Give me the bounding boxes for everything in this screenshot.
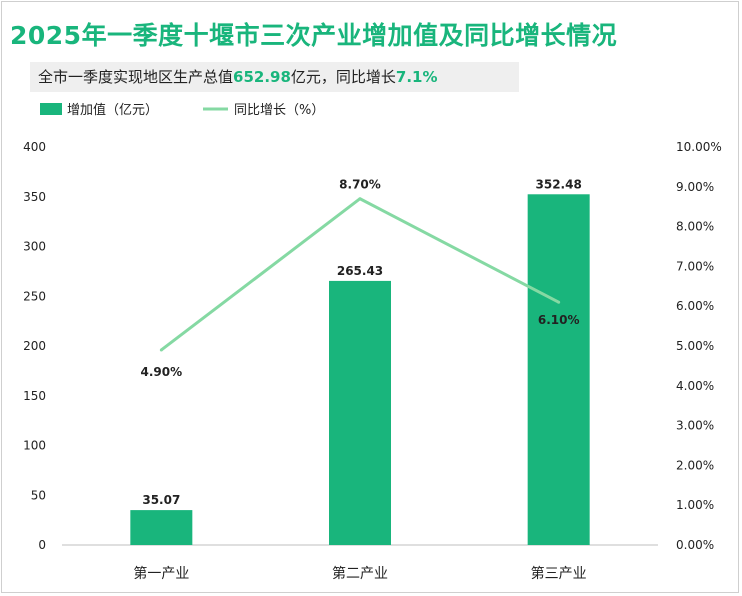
y-right-tick-label: 10.00% [676,140,722,154]
subtitle-prefix: 全市一季度实现地区生产总值 [38,68,234,86]
bar-data-label: 352.48 [536,177,582,191]
y-axis-right: 0.00% 1.00% 2.00% 3.00% 4.00% 5.00% 6.00% 7.00%… [676,140,722,552]
line-data-label: 6.10% [538,313,580,327]
subtitle-box: 全市一季度实现地区生产总值652.98亿元，同比增长7.1% [30,62,519,92]
legend-bar-swatch [40,103,62,115]
line-point [557,300,561,304]
y-right-tick-label: 0.00% [676,538,714,552]
bar [329,280,391,545]
bar [130,510,193,545]
y-axis-left: 0 50 100 150 200 250 300 350 400 [23,140,46,552]
y-left-tick-label: 150 [23,389,46,403]
line-data-label: 8.70% [339,178,381,192]
line-point [358,197,362,201]
y-right-tick-label: 8.00% [676,220,714,234]
line-data-label: 4.90% [141,365,183,379]
subtitle-growth-value: 7.1% [395,68,438,86]
y-left-tick-label: 0 [38,538,46,552]
y-right-tick-label: 1.00% [676,498,714,512]
legend: 增加值（亿元） 同比增长（%） [40,102,324,118]
subtitle: 全市一季度实现地区生产总值652.98亿元，同比增长7.1% [38,66,438,87]
subtitle-gdp-value: 652.98 [233,68,291,86]
x-axis-categories: 第一产业 第二产业 第三产业 [133,565,586,582]
bar [527,194,590,545]
y-right-tick-label: 2.00% [676,458,714,472]
y-left-tick-label: 50 [31,488,46,502]
y-left-tick-label: 400 [23,140,46,154]
y-left-tick-label: 350 [23,190,46,204]
y-left-tick-label: 200 [23,339,46,353]
bar-series: 35.07 265.43 352.48 [130,177,590,545]
x-category-label: 第三产业 [531,565,587,582]
y-right-tick-label: 4.00% [676,379,714,393]
y-left-tick-label: 100 [23,439,46,453]
x-category-label: 第一产业 [133,565,189,582]
y-right-tick-label: 3.00% [676,419,714,433]
legend-line-label: 同比增长（%） [234,103,324,118]
bar-data-label: 265.43 [337,264,383,278]
line-series: 4.90% 8.70% 6.10% [141,178,580,379]
y-left-tick-label: 250 [23,289,46,303]
y-right-tick-label: 6.00% [676,299,714,313]
line-point [159,348,163,352]
y-left-tick-label: 300 [23,240,46,254]
x-category-label: 第二产业 [332,565,388,582]
legend-bar-label: 增加值（亿元） [67,102,158,118]
subtitle-unit: 亿元，同比增长 [290,68,396,86]
y-right-tick-label: 5.00% [676,339,714,353]
bar-data-label: 35.07 [142,493,180,507]
chart-title: 2025年一季度十堰市三次产业增加值及同比增长情况 [10,21,618,50]
y-right-tick-label: 7.00% [676,259,714,273]
y-right-tick-label: 9.00% [676,180,714,194]
